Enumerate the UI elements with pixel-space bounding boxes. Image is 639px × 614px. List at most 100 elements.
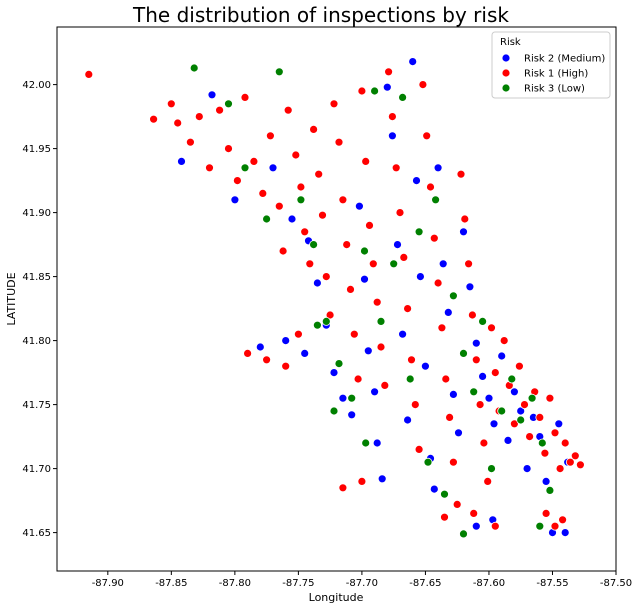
data-point <box>309 124 319 134</box>
data-point <box>503 435 513 445</box>
data-point <box>497 406 507 416</box>
data-point <box>422 131 432 141</box>
data-point <box>418 80 428 89</box>
data-point <box>372 297 382 307</box>
data-point <box>431 195 441 205</box>
data-point <box>448 389 458 399</box>
data-point <box>478 316 488 326</box>
data-point <box>490 521 500 531</box>
data-point <box>440 489 449 499</box>
data-points <box>84 57 585 539</box>
data-point <box>391 163 401 173</box>
data-point <box>224 99 233 109</box>
data-point <box>240 93 250 102</box>
data-point <box>243 348 253 358</box>
data-point <box>173 118 183 128</box>
x-axis-label: Longitude <box>309 591 364 604</box>
data-point <box>459 348 468 358</box>
legend-marker <box>501 53 511 63</box>
x-tick-label: -87.90 <box>92 578 124 589</box>
data-point <box>281 361 291 371</box>
data-point <box>525 432 534 442</box>
chart-title: The distribution of inspections by risk <box>132 3 509 27</box>
data-point <box>329 99 339 109</box>
data-point <box>205 163 214 173</box>
data-point <box>560 528 570 537</box>
data-point <box>360 246 369 256</box>
y-axis-ticks: 41.65 41.70 41.75 41.80 41.85 41.90 41.95 42.00 <box>22 80 57 539</box>
data-point <box>415 272 425 282</box>
data-point <box>347 410 357 420</box>
data-point <box>370 86 380 96</box>
data-point <box>189 63 199 73</box>
data-point <box>312 278 322 288</box>
data-point <box>520 400 529 410</box>
data-point <box>433 278 443 288</box>
data-point <box>382 82 392 92</box>
data-point <box>262 355 272 365</box>
data-point <box>342 240 352 250</box>
data-point <box>149 114 159 124</box>
data-point <box>387 131 397 141</box>
x-tick-label: -87.80 <box>219 578 251 589</box>
data-point <box>454 428 463 438</box>
legend-title: Risk <box>500 37 521 48</box>
data-point <box>408 57 418 66</box>
data-point <box>283 105 293 115</box>
data-point <box>405 374 415 384</box>
data-point <box>395 208 405 218</box>
data-point <box>224 144 233 154</box>
data-point <box>357 86 367 96</box>
data-point <box>541 509 551 518</box>
data-point <box>215 105 225 115</box>
data-point <box>554 419 564 429</box>
data-point <box>300 348 310 358</box>
y-tick-label: 41.70 <box>22 464 51 475</box>
data-point <box>410 400 420 410</box>
y-tick-label: 41.80 <box>22 336 51 347</box>
data-point <box>384 67 394 77</box>
data-point <box>403 415 413 425</box>
data-point <box>334 137 344 147</box>
data-point <box>265 131 275 141</box>
data-point <box>535 412 545 422</box>
data-point <box>550 428 560 438</box>
x-tick-label: -87.60 <box>473 578 505 589</box>
data-point <box>478 371 488 381</box>
data-point <box>346 284 355 294</box>
legend-marker <box>501 83 511 93</box>
data-point <box>550 521 560 531</box>
data-point <box>365 220 374 230</box>
data-point <box>412 176 421 186</box>
legend-entry-label: Risk 3 (Low) <box>524 84 585 95</box>
data-point <box>399 252 409 262</box>
data-point <box>278 246 288 256</box>
data-point <box>334 359 344 369</box>
data-point <box>452 499 462 509</box>
data-point <box>372 438 382 448</box>
y-tick-label: 42.00 <box>22 80 51 91</box>
data-point <box>515 361 524 371</box>
data-point <box>407 355 416 365</box>
data-point <box>296 195 306 205</box>
data-point <box>338 393 348 403</box>
y-tick-label: 41.65 <box>22 528 51 539</box>
legend-entry-label: Risk 2 (Medium) <box>524 54 605 65</box>
y-tick-label: 41.95 <box>22 144 51 155</box>
data-point <box>459 227 468 237</box>
data-point <box>460 214 470 224</box>
data-point <box>185 137 195 147</box>
data-point <box>438 259 448 269</box>
data-point <box>368 259 378 269</box>
data-point <box>329 406 339 416</box>
plot-frame <box>56 26 617 572</box>
data-point <box>429 233 439 243</box>
data-point <box>469 387 479 397</box>
data-point <box>360 274 369 284</box>
data-point <box>370 387 380 397</box>
data-point <box>555 464 565 474</box>
data-point <box>84 70 94 79</box>
data-point <box>522 464 532 474</box>
data-point <box>471 355 481 365</box>
data-point <box>361 156 371 166</box>
